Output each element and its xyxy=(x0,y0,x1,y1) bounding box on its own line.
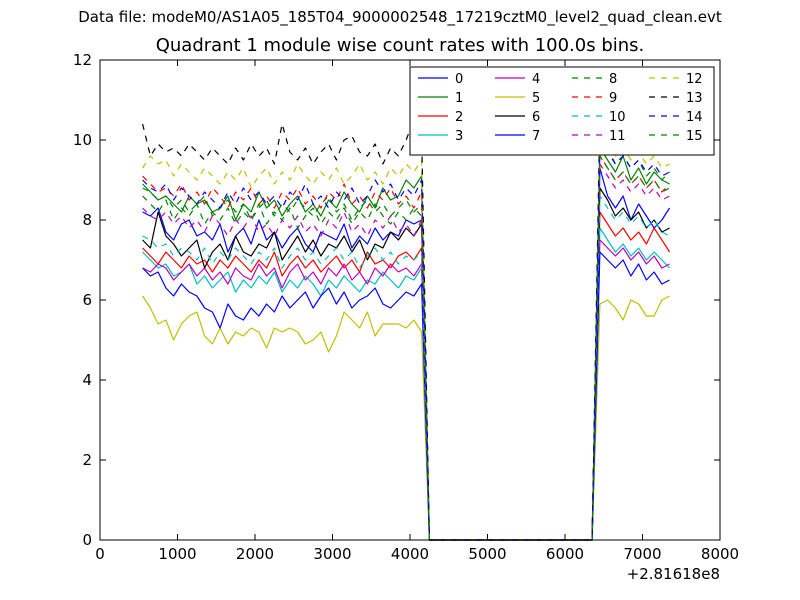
legend-label-10: 10 xyxy=(609,110,626,125)
y-tick-label: 12 xyxy=(73,51,92,69)
legend-label-12: 12 xyxy=(686,72,703,87)
series-line-7 xyxy=(142,251,670,541)
figure-suptitle: Data file: modeM0/AS1A05_185T04_90000025… xyxy=(78,8,722,26)
legend-label-7: 7 xyxy=(532,129,540,144)
legend-label-14: 14 xyxy=(686,110,703,125)
legend-label-13: 13 xyxy=(686,91,703,106)
x-tick-label: 8000 xyxy=(701,545,739,563)
legend-label-6: 6 xyxy=(532,110,540,125)
y-tick-label: 4 xyxy=(82,371,92,389)
x-tick-label: 7000 xyxy=(623,545,661,563)
series-line-15 xyxy=(142,155,670,541)
legend-label-3: 3 xyxy=(455,129,463,144)
y-tick-label: 8 xyxy=(82,211,92,229)
series-line-10 xyxy=(142,195,670,541)
x-tick-label: 3000 xyxy=(313,545,351,563)
plot-frame xyxy=(99,59,721,541)
legend-label-5: 5 xyxy=(532,91,540,106)
ticks-layer: 0 1000 2000 3000 4000 5000 6000 7000 80000246810… xyxy=(73,51,739,563)
series-line-5 xyxy=(142,295,670,541)
series-layer xyxy=(142,91,671,541)
x-offset-label: +2.81618e8 xyxy=(627,565,720,583)
y-tick-label: 6 xyxy=(82,291,92,309)
y-tick-label: 0 xyxy=(82,531,92,549)
legend-label-15: 15 xyxy=(686,129,703,144)
legend-label-2: 2 xyxy=(455,110,463,125)
series-line-9 xyxy=(142,155,671,541)
series-line-4 xyxy=(142,239,670,541)
x-tick-label: 1000 xyxy=(158,545,196,563)
x-tick-label: 5000 xyxy=(468,545,506,563)
legend-label-8: 8 xyxy=(609,72,617,87)
x-tick-label: 4000 xyxy=(391,545,429,563)
legend-label-0: 0 xyxy=(455,72,463,87)
series-line-2 xyxy=(142,211,671,541)
series-line-14 xyxy=(142,139,670,541)
series-line-0 xyxy=(142,167,671,541)
y-tick-label: 2 xyxy=(82,451,92,469)
series-line-12 xyxy=(142,127,670,541)
legend-label-9: 9 xyxy=(609,91,617,106)
series-line-8 xyxy=(142,131,671,541)
x-tick-label: 0 xyxy=(95,545,105,563)
legend-label-1: 1 xyxy=(455,91,463,106)
series-line-13 xyxy=(142,91,670,541)
series-line-6 xyxy=(142,187,670,541)
legend-label-11: 11 xyxy=(609,129,626,144)
x-tick-label: 2000 xyxy=(236,545,274,563)
series-line-11 xyxy=(142,163,670,541)
x-tick-label: 6000 xyxy=(546,545,584,563)
legend-box xyxy=(409,66,715,156)
y-tick-label: 10 xyxy=(73,131,92,149)
chart-title: Quadrant 1 module wise count rates with … xyxy=(155,35,645,56)
legend-label-4: 4 xyxy=(532,72,540,87)
